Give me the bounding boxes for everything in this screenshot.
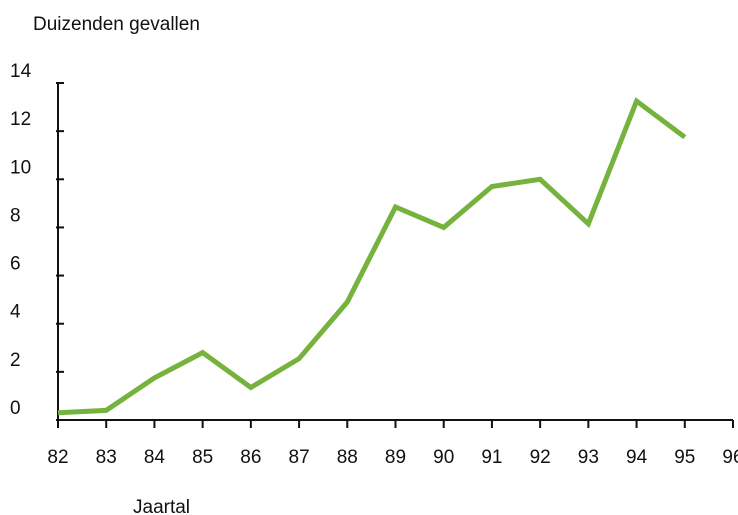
x-tick-label: 90 bbox=[433, 447, 454, 468]
y-tick-label: 14 bbox=[10, 61, 32, 82]
x-tick-label: 96 bbox=[722, 447, 738, 468]
x-tick-label: 88 bbox=[337, 447, 358, 468]
x-tick-label: 84 bbox=[144, 447, 166, 468]
x-axis-label: Jaartal bbox=[133, 497, 190, 515]
data-line bbox=[57, 97, 687, 416]
x-tick-label: 82 bbox=[47, 447, 68, 468]
y-tick-label: 6 bbox=[10, 254, 21, 275]
x-tick-label: 86 bbox=[240, 447, 261, 468]
x-tick-label: 87 bbox=[289, 447, 310, 468]
y-tick-label: 10 bbox=[10, 157, 31, 178]
x-tick-label: 92 bbox=[530, 447, 551, 468]
y-tick-label: 12 bbox=[10, 109, 31, 130]
y-tick-label: 2 bbox=[10, 350, 21, 371]
x-tick-label: 91 bbox=[481, 447, 502, 468]
y-tick-label: 8 bbox=[10, 205, 21, 226]
x-tick-label: 95 bbox=[674, 447, 695, 468]
x-tick-label: 94 bbox=[626, 447, 648, 468]
x-tick-label: 89 bbox=[385, 447, 406, 468]
x-tick-label: 83 bbox=[96, 447, 117, 468]
y-axis-label: Duizenden gevallen bbox=[33, 14, 200, 35]
y-tick-label: 0 bbox=[10, 398, 21, 419]
x-tick-label: 93 bbox=[578, 447, 599, 468]
y-tick-label: 4 bbox=[10, 302, 21, 323]
x-tick-label: 85 bbox=[192, 447, 213, 468]
